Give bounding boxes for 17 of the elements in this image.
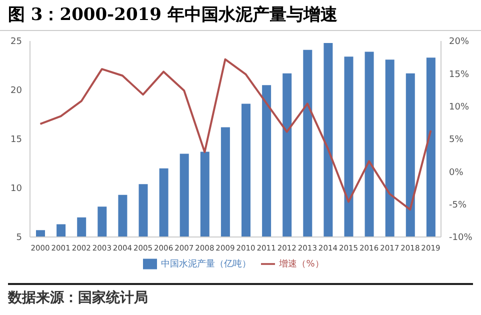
legend-label: 增速（%） xyxy=(279,259,324,270)
y-tick-label: 10 xyxy=(10,184,22,194)
line-series xyxy=(39,58,432,211)
y2-tick-label: 5% xyxy=(449,135,464,146)
y-tick-label: 20 xyxy=(10,86,22,96)
y2-tick-label: 0% xyxy=(449,168,464,178)
source-note: 数据来源：国家统计局 xyxy=(8,289,149,307)
y-tick-label: 15 xyxy=(10,135,22,146)
y2-tick-label: 10% xyxy=(449,102,470,113)
y-tick-label: 25 xyxy=(10,37,22,48)
y2-tick-label: -10% xyxy=(449,233,473,244)
legend-label: 中国水泥产量（亿吨） xyxy=(161,259,252,270)
y-tick-label: 5 xyxy=(16,233,22,244)
y2-tick-label: -5% xyxy=(449,200,467,211)
y2-tick-label: 20% xyxy=(449,37,470,48)
y2-tick-label: 15% xyxy=(449,70,470,80)
chart-title: 图 3：2000-2019 年中国水泥产量与增速 xyxy=(0,0,481,31)
